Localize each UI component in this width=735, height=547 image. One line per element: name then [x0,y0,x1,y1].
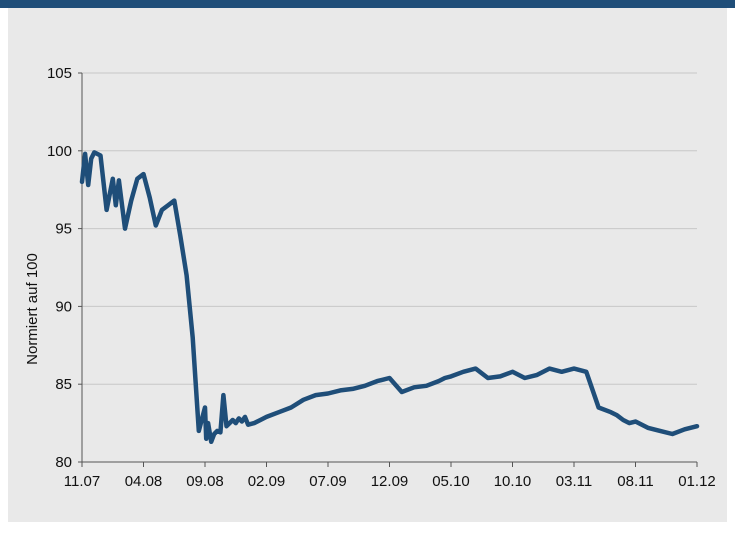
x-tick-label: 12.09 [371,473,409,490]
tick-labels: 80 85 90 95 100 105 11.07 04.08 09.08 02.09 07.09 1… [47,65,716,490]
gridlines [82,72,697,385]
x-tick-label: 05.10 [432,473,470,490]
y-axis-label: Normiert auf 100 [24,253,41,365]
series-line-0 [79,150,700,445]
x-tick-label: 02.09 [248,473,286,490]
x-tick-label: 07.09 [309,473,347,490]
y-tick-label: 85 [55,376,72,393]
x-tick-label: 03.11 [556,473,592,490]
y-tick-label: 90 [55,298,72,315]
y-tick-label: 100 [47,143,72,160]
y-tick-label: 105 [47,65,72,82]
x-tick-label: 04.08 [125,473,163,490]
y-tick-label: 95 [55,221,72,238]
x-tick-label: 01.12 [678,473,716,490]
axes [78,72,698,467]
x-tick-label: 10.10 [494,473,532,490]
series-layer [79,150,700,445]
chart-panel [8,8,727,522]
x-tick-label: 09.08 [186,473,224,490]
x-tick-label: 11.07 [64,473,100,490]
y-tick-label: 80 [55,454,72,471]
header-bar [0,0,735,8]
x-tick-label: 08.11 [617,473,653,490]
